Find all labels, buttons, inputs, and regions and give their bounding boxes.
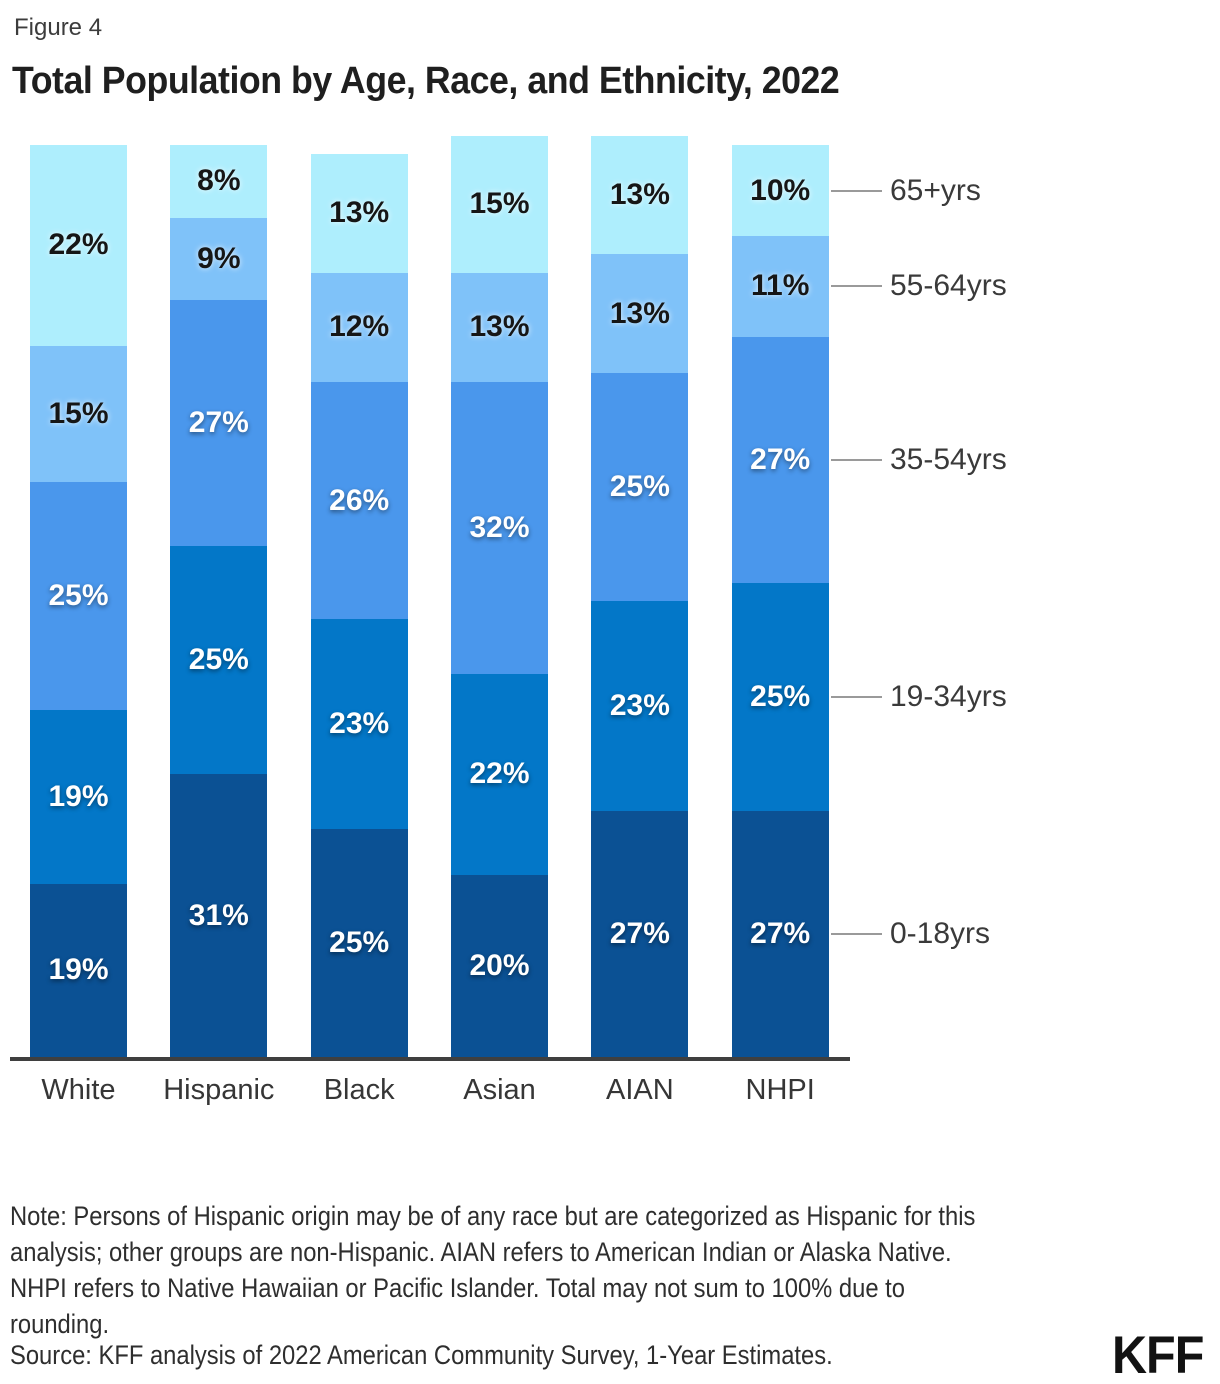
bar-segment-NHPI-55-64yrs bbox=[731, 236, 829, 337]
bar-segment-Hispanic-35-54yrs bbox=[170, 300, 268, 547]
bar-segment-White-35-54yrs bbox=[30, 482, 127, 711]
bar-segment-Black-0-18yrs bbox=[310, 829, 408, 1057]
age-label-connector bbox=[831, 189, 882, 192]
bar-segment-White-19-34yrs bbox=[30, 710, 127, 884]
bar-segment-Black-35-54yrs bbox=[310, 382, 408, 620]
bar-segment-Asian-0-18yrs bbox=[451, 874, 549, 1057]
bar-segment-AIAN-65+yrs bbox=[591, 135, 689, 255]
category-label-AIAN: AIAN bbox=[606, 1074, 674, 1106]
bar-segment-Asian-55-64yrs bbox=[451, 272, 549, 383]
bar-segment-Hispanic-65+yrs bbox=[170, 145, 268, 218]
bar-segment-Hispanic-19-34yrs bbox=[170, 546, 268, 775]
source-text: Source: KFF analysis of 2022 American Co… bbox=[10, 1340, 833, 1370]
kff-logo: KFF bbox=[1112, 1325, 1204, 1384]
bar-segment-Asian-35-54yrs bbox=[451, 382, 549, 674]
age-label-connector bbox=[831, 695, 882, 698]
figure-label: Figure 4 bbox=[14, 14, 103, 41]
age-group-label-19-34yrs: 19-34yrs bbox=[890, 679, 1007, 713]
note-text: Note: Persons of Hispanic origin may be … bbox=[10, 1198, 1107, 1342]
bar-segment-Asian-19-34yrs bbox=[451, 673, 549, 875]
category-label-White: White bbox=[41, 1074, 116, 1106]
age-group-label-55-64yrs: 55-64yrs bbox=[890, 269, 1007, 303]
bar-segment-NHPI-35-54yrs bbox=[731, 336, 829, 583]
chart-title: Total Population by Age, Race, and Ethni… bbox=[12, 60, 840, 102]
bar-segment-NHPI-19-34yrs bbox=[731, 582, 829, 811]
bar-segment-Hispanic-0-18yrs bbox=[170, 774, 268, 1057]
category-label-Black: Black bbox=[323, 1074, 395, 1106]
x-axis-line bbox=[10, 1057, 850, 1061]
note-line: Note: Persons of Hispanic origin may be … bbox=[10, 1201, 976, 1231]
bar-segment-Black-55-64yrs bbox=[310, 272, 408, 383]
bar-segment-AIAN-0-18yrs bbox=[591, 810, 689, 1057]
age-group-label-0-18yrs: 0-18yrs bbox=[890, 916, 991, 950]
note-line: rounding. bbox=[10, 1309, 110, 1339]
age-label-connector bbox=[831, 285, 882, 288]
category-label-NHPI: NHPI bbox=[745, 1074, 815, 1106]
category-label-Hispanic: Hispanic bbox=[163, 1074, 275, 1106]
age-group-label-35-54yrs: 35-54yrs bbox=[890, 442, 1007, 476]
bar-segment-White-65+yrs bbox=[30, 145, 127, 346]
note-line: NHPI refers to Native Hawaiian or Pacifi… bbox=[10, 1273, 905, 1303]
bar-segment-White-55-64yrs bbox=[30, 345, 127, 483]
bar-segment-Black-65+yrs bbox=[310, 154, 408, 273]
bar-segment-NHPI-65+yrs bbox=[731, 145, 829, 237]
bar-segment-AIAN-19-34yrs bbox=[591, 601, 689, 811]
bar-segment-Hispanic-55-64yrs bbox=[170, 217, 268, 301]
age-label-connector bbox=[831, 458, 882, 461]
bar-segment-AIAN-35-54yrs bbox=[591, 373, 689, 601]
bar-segment-Asian-65+yrs bbox=[451, 135, 549, 273]
bar-segment-AIAN-55-64yrs bbox=[591, 254, 689, 373]
age-label-connector bbox=[831, 932, 882, 935]
bar-segment-Black-19-34yrs bbox=[310, 619, 408, 829]
age-group-label-65+yrs: 65+yrs bbox=[890, 173, 981, 207]
note-line: analysis; other groups are non-Hispanic.… bbox=[10, 1237, 952, 1267]
bar-segment-NHPI-0-18yrs bbox=[731, 810, 829, 1057]
category-label-Asian: Asian bbox=[463, 1074, 536, 1106]
bar-segment-White-0-18yrs bbox=[30, 883, 127, 1057]
